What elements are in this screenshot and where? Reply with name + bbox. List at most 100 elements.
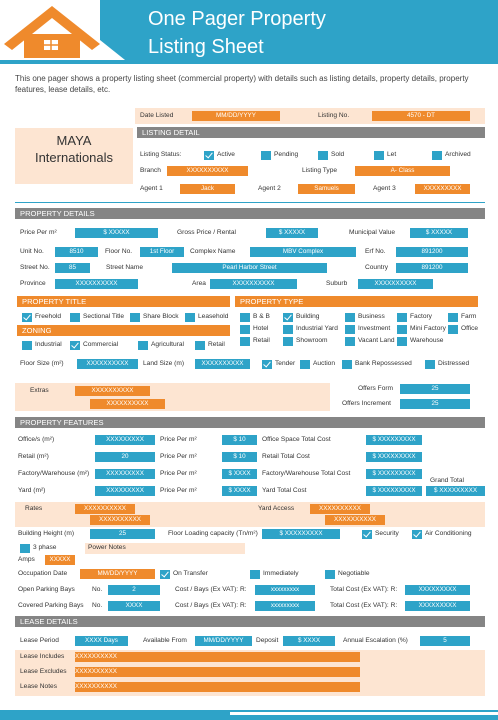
- label: Office Space Total Cost: [262, 436, 331, 443]
- value-box: xxxxxxxxx: [255, 585, 315, 595]
- value-box: XXXXXXXXXX: [77, 359, 138, 369]
- value-box: MM/DD/YYYY: [192, 111, 280, 121]
- header-graphic: [0, 0, 498, 64]
- value-box: MM/DD/YYYY: [195, 636, 252, 646]
- company-box: [15, 128, 133, 184]
- section-header: LISTING DETAIL: [137, 127, 485, 138]
- company: MAYA: [56, 133, 92, 148]
- label: Pending: [274, 151, 299, 158]
- label: B & B: [253, 313, 270, 320]
- value-box: $ 10: [222, 452, 257, 462]
- label: Building Height (m): [18, 530, 75, 537]
- label: Lease Excludes: [20, 668, 67, 675]
- label: Offers Form: [358, 385, 394, 392]
- company: Internationals: [34, 150, 114, 165]
- checkbox: [374, 150, 384, 160]
- checkbox: [283, 312, 293, 322]
- value-box: XXXXX: [45, 555, 75, 565]
- label: Open Parking Bays: [18, 586, 75, 593]
- value-box: XXXXXXXXXX: [167, 166, 248, 176]
- value-box: 891200: [396, 247, 468, 257]
- checkbox: [345, 336, 355, 346]
- label: Street No.: [20, 264, 50, 271]
- value-box: XXXXXXXXX: [405, 601, 470, 611]
- value-box: xxxxxxxxx: [255, 601, 315, 611]
- value-box: $ XXXXXXXXX: [366, 452, 422, 462]
- checkbox: [195, 340, 205, 350]
- label: Occupation Date: [18, 570, 68, 577]
- label: Offers Increment: [342, 400, 391, 407]
- value-box: $ XXXXX: [410, 228, 468, 238]
- value-box: 1st Floor: [140, 247, 184, 257]
- label: Lease Includes: [20, 653, 65, 660]
- label: Let: [387, 151, 397, 158]
- checkbox: [204, 150, 214, 160]
- title: Listing Sheet: [148, 36, 264, 58]
- label: Freehold: [35, 313, 62, 320]
- value-box: XXXXXXXXX: [415, 184, 470, 194]
- checkbox: [20, 543, 30, 553]
- label: No.: [92, 586, 103, 593]
- section-header: PROPERTY TYPE: [235, 296, 478, 307]
- label: Branch: [140, 167, 161, 174]
- checkbox: [412, 529, 422, 539]
- value-box: 25: [400, 384, 470, 394]
- label: 3 phase: [33, 544, 57, 551]
- label: Agent 3: [373, 185, 396, 192]
- value-box: XXXX Days: [75, 636, 128, 646]
- label: Amps: [18, 556, 35, 563]
- label: Price Per m²: [160, 436, 197, 443]
- label: Tender: [275, 360, 296, 367]
- label: Province: [20, 280, 46, 287]
- label: Agent 2: [258, 185, 281, 192]
- label: Cost / Bays (Ex VAT): R:: [175, 586, 247, 593]
- checkbox: [397, 336, 407, 346]
- label: Date Listed: [140, 112, 174, 119]
- value-box: MM/DD/YYYY: [80, 569, 155, 579]
- value-box: MBV Complex: [250, 247, 356, 257]
- checkbox: [262, 359, 272, 369]
- label: Land Size (m): [143, 360, 185, 367]
- label: Showroom: [296, 337, 328, 344]
- label: Yard (m²): [18, 487, 46, 494]
- label: Yard Total Cost: [262, 487, 307, 494]
- value-box: XXXXXXXXX: [95, 469, 155, 479]
- label: Office/s (m²): [18, 436, 55, 443]
- label: Retail Total Cost: [262, 453, 310, 460]
- label: Covered Parking Bays: [18, 602, 84, 609]
- checkbox: [283, 336, 293, 346]
- checkbox: [22, 312, 32, 322]
- value-box: Samuels: [298, 184, 355, 194]
- label: Price Per m²: [160, 487, 197, 494]
- checkbox: [397, 324, 407, 334]
- label: Agent 1: [140, 185, 163, 192]
- value-box: Jack: [180, 184, 235, 194]
- value-box: $ XXXXXXXXX: [366, 486, 422, 496]
- value-box: XXXXXXXXXX: [358, 279, 433, 289]
- value-box: XXXXXXXXXX: [325, 515, 385, 525]
- label: Yard Access: [258, 505, 295, 512]
- value-box: 25: [90, 529, 155, 539]
- label: Country: [365, 264, 389, 271]
- label: Building: [296, 313, 320, 320]
- label: Bank Repossessed: [355, 360, 412, 367]
- value-box: $ XXXXX: [75, 228, 158, 238]
- label: Floor Loading capacity (Tn/m²): [168, 530, 258, 537]
- value-box: 85: [55, 263, 90, 273]
- label: Distressed: [438, 360, 470, 367]
- checkbox: [318, 150, 328, 160]
- section-header: PROPERTY TITLE: [17, 296, 230, 307]
- label: Lease Notes: [20, 683, 58, 690]
- label: Listing No.: [318, 112, 350, 119]
- value-box: $ XXXXXXXXX: [262, 529, 340, 539]
- value-box: XXXXXXXXXX: [90, 399, 165, 409]
- value-box: $ XXXXXXXXX: [366, 469, 422, 479]
- value-box: 20: [95, 452, 155, 462]
- value-box: 5: [420, 636, 470, 646]
- label: Municipal Value: [349, 229, 396, 236]
- label: Share Block: [143, 313, 179, 320]
- label: Active: [217, 151, 235, 158]
- checkbox: [342, 359, 352, 369]
- label: Area: [192, 280, 206, 287]
- label: Office: [461, 325, 479, 332]
